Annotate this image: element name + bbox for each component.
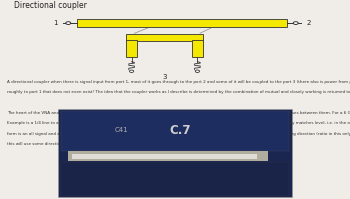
Text: Directional coupler: Directional coupler <box>14 1 87 10</box>
Text: 1: 1 <box>53 20 58 26</box>
Bar <box>61 111 289 151</box>
Text: Example is a 1/4 line to act as a very small coupler at the required line. The c: Example is a 1/4 line to act as a very s… <box>7 121 350 125</box>
Circle shape <box>130 70 134 72</box>
Text: 2: 2 <box>306 20 311 26</box>
Circle shape <box>66 22 71 24</box>
Text: form is an all signal and also for other antenna - Rules of how much power goes : form is an all signal and also for other… <box>7 132 350 136</box>
Bar <box>77 19 287 27</box>
Bar <box>68 151 268 161</box>
Bar <box>126 40 137 57</box>
Text: 3: 3 <box>162 74 167 80</box>
Text: C41: C41 <box>114 128 128 134</box>
Bar <box>126 34 203 41</box>
Bar <box>192 40 203 57</box>
Bar <box>72 154 257 159</box>
Text: The heart of the VNA and the directional coupler is it. A coupler filter can be : The heart of the VNA and the directional… <box>7 111 350 115</box>
Circle shape <box>293 22 298 24</box>
Text: A directional coupler when there is signal input from port 1, most of it goes th: A directional coupler when there is sign… <box>7 80 350 84</box>
Text: this will use some direction of about ratio 20 dB, also you find now are all sig: this will use some direction of about ra… <box>7 142 231 146</box>
Bar <box>58 109 292 197</box>
Text: C.7: C.7 <box>169 124 190 137</box>
Bar <box>61 162 289 196</box>
Text: roughly to port 1 that does not even exist! The idea that the coupler works as I: roughly to port 1 that does not even exi… <box>7 90 350 94</box>
Circle shape <box>195 70 199 72</box>
